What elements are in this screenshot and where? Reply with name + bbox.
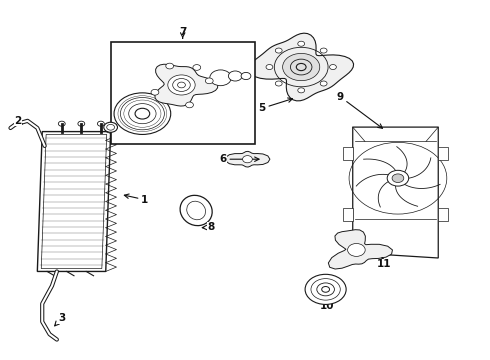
Circle shape xyxy=(78,121,85,126)
Circle shape xyxy=(298,88,305,93)
Circle shape xyxy=(151,89,159,95)
Circle shape xyxy=(275,81,282,86)
Bar xyxy=(438,147,448,159)
Polygon shape xyxy=(353,127,438,258)
Polygon shape xyxy=(225,151,270,167)
Circle shape xyxy=(166,63,173,69)
Text: 2: 2 xyxy=(14,116,22,126)
Circle shape xyxy=(266,64,273,69)
Circle shape xyxy=(347,243,365,256)
Text: 1: 1 xyxy=(124,194,148,205)
Bar xyxy=(111,42,255,144)
Circle shape xyxy=(283,53,320,81)
Text: 7: 7 xyxy=(179,27,186,37)
Circle shape xyxy=(228,71,242,81)
Circle shape xyxy=(275,48,282,53)
Text: 9: 9 xyxy=(337,92,383,128)
Circle shape xyxy=(205,78,213,84)
Bar xyxy=(438,208,448,221)
Circle shape xyxy=(320,48,327,53)
Text: 5: 5 xyxy=(259,98,293,113)
Circle shape xyxy=(210,70,231,86)
Circle shape xyxy=(241,72,251,80)
Circle shape xyxy=(330,64,336,69)
Circle shape xyxy=(305,274,346,305)
Circle shape xyxy=(177,82,185,88)
Circle shape xyxy=(114,93,171,134)
Circle shape xyxy=(392,174,404,183)
Circle shape xyxy=(298,41,305,46)
Polygon shape xyxy=(249,33,354,101)
Text: 8: 8 xyxy=(202,222,215,232)
Text: 11: 11 xyxy=(377,257,392,269)
Circle shape xyxy=(243,156,252,163)
Polygon shape xyxy=(328,230,392,269)
Text: 10: 10 xyxy=(320,290,340,311)
Circle shape xyxy=(320,81,327,86)
Circle shape xyxy=(172,78,190,91)
Bar xyxy=(343,147,353,159)
Circle shape xyxy=(98,121,104,126)
Text: 4: 4 xyxy=(115,117,130,127)
Circle shape xyxy=(104,122,118,132)
Circle shape xyxy=(193,64,201,70)
Text: 6: 6 xyxy=(220,154,259,164)
Text: 3: 3 xyxy=(55,313,65,326)
Bar xyxy=(343,208,353,221)
Ellipse shape xyxy=(180,195,212,226)
Circle shape xyxy=(58,121,65,126)
Polygon shape xyxy=(155,64,218,106)
Circle shape xyxy=(186,102,194,108)
Ellipse shape xyxy=(187,201,205,220)
Circle shape xyxy=(168,75,195,95)
Circle shape xyxy=(387,170,409,186)
